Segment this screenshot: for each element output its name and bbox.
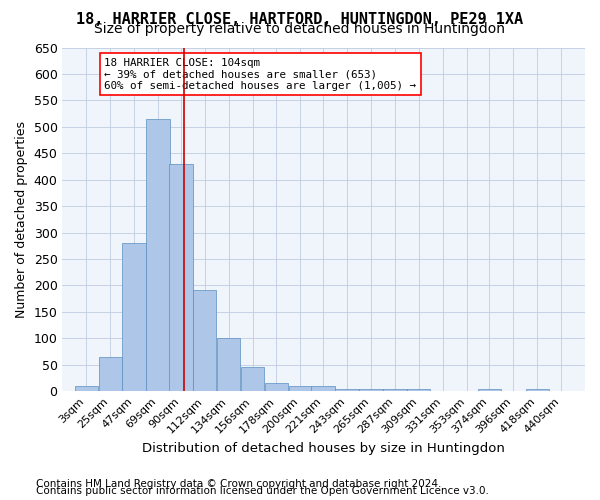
Bar — [289, 386, 312, 391]
Bar — [526, 388, 549, 391]
Bar — [122, 243, 146, 391]
Bar — [335, 388, 359, 391]
Bar — [74, 386, 98, 391]
X-axis label: Distribution of detached houses by size in Huntingdon: Distribution of detached houses by size … — [142, 442, 505, 455]
Bar — [407, 388, 430, 391]
Bar — [146, 119, 170, 391]
Bar — [265, 384, 288, 391]
Bar — [478, 388, 501, 391]
Bar — [98, 357, 122, 391]
Y-axis label: Number of detached properties: Number of detached properties — [15, 121, 28, 318]
Bar — [311, 386, 335, 391]
Bar — [241, 367, 264, 391]
Bar — [169, 164, 193, 391]
Text: Contains public sector information licensed under the Open Government Licence v3: Contains public sector information licen… — [36, 486, 489, 496]
Bar — [359, 388, 383, 391]
Text: Contains HM Land Registry data © Crown copyright and database right 2024.: Contains HM Land Registry data © Crown c… — [36, 479, 442, 489]
Text: 18, HARRIER CLOSE, HARTFORD, HUNTINGDON, PE29 1XA: 18, HARRIER CLOSE, HARTFORD, HUNTINGDON,… — [76, 12, 524, 28]
Bar — [383, 388, 407, 391]
Bar — [217, 338, 241, 391]
Text: Size of property relative to detached houses in Huntingdon: Size of property relative to detached ho… — [95, 22, 505, 36]
Bar — [193, 290, 217, 391]
Text: 18 HARRIER CLOSE: 104sqm
← 39% of detached houses are smaller (653)
60% of semi-: 18 HARRIER CLOSE: 104sqm ← 39% of detach… — [104, 58, 416, 91]
